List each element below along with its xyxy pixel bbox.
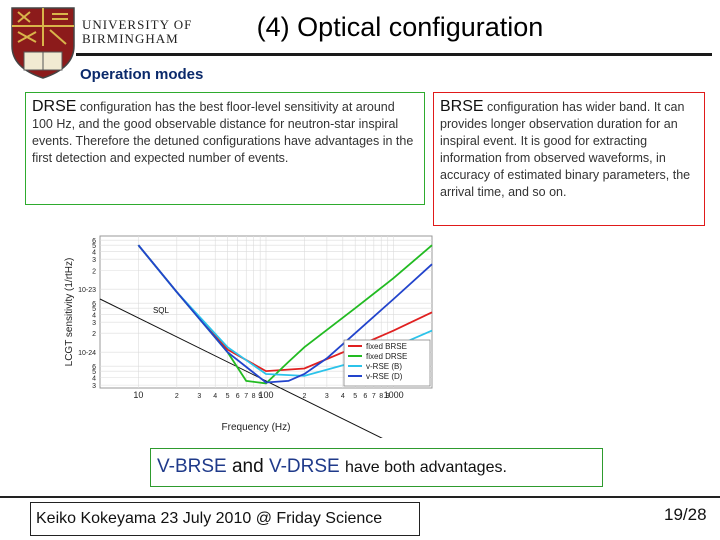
legend-label: v-RSE (B) [366,362,402,371]
university-crest-logo [11,7,75,79]
legend-label: v-RSE (D) [366,372,403,381]
sql-annotation: SQL [153,306,170,315]
y-tick-label: 10-24 [78,350,96,357]
x-tick-label: 6 [363,393,367,400]
series-line-sql [99,298,383,438]
series-line-v-rse-d- [137,244,433,384]
y-tick-label: 4 [92,312,96,319]
y-tick-label: 2 [92,331,96,338]
x-tick-label: 9 [386,393,390,400]
y-tick-label: 5 [92,369,96,376]
caption-vbrse: V-BRSE [157,456,227,477]
slide-title: (4) Optical configuration [256,12,544,42]
brse-label: BRSE [440,98,484,115]
y-tick-label: 3 [92,383,96,390]
y-tick-label: 10-23 [78,287,96,294]
university-name-line1: UNIVERSITY OF [82,17,193,32]
caption-vdrse: V-DRSE [268,456,340,477]
x-tick-label: 5 [353,393,357,400]
caption-rest: have both advantages. [345,459,507,476]
x-axis-label: Frequency (Hz) [222,422,291,433]
x-tick-label: 4 [213,393,217,400]
x-tick-label: 2 [302,393,306,400]
brse-description: configuration has wider band. It can pro… [440,100,691,199]
drse-description: configuration has the best floor-level s… [32,100,414,165]
x-tick-label: 100 [258,390,273,400]
x-tick-label: 8 [252,393,256,400]
y-tick-label: 5 [92,306,96,313]
footer-author-date: Keiko Kokeyama 23 July 2010 @ Friday Sci… [30,502,420,536]
x-tick-label: 1000 [384,390,404,400]
x-tick-label: 7 [244,393,248,400]
x-tick-label: 9 [258,393,262,400]
x-tick-label: 8 [379,393,383,400]
y-tick-label: 6 [92,301,96,308]
x-tick-label: 4 [341,393,345,400]
drse-label: DRSE [32,98,77,115]
y-tick-label: 4 [92,249,96,256]
x-tick-label: 2 [175,393,179,400]
x-tick-label: 7 [372,393,376,400]
y-tick-label: 3 [92,257,96,264]
legend-label: fixed BRSE [366,342,407,351]
y-axis-label: LCGT sensitivity (1/rtHz) [64,258,75,367]
x-tick-label: 3 [325,393,329,400]
footer-divider [0,496,720,498]
section-subtitle: Operation modes [80,66,204,83]
x-tick-label: 10 [133,390,143,400]
drse-description-box: DRSE configuration has the best floor-le… [25,92,425,205]
y-tick-label: 6 [92,238,96,245]
y-tick-label: 3 [92,320,96,327]
brse-description-box: BRSE configuration has wider band. It ca… [433,92,705,226]
x-tick-label: 6 [236,393,240,400]
y-tick-label: 2 [92,268,96,275]
x-tick-label: 5 [226,393,230,400]
x-tick-label: 3 [197,393,201,400]
conclusion-caption: V-BRSE and V-DRSE have both advantages. [150,448,603,487]
title-divider [76,53,712,56]
university-name-line2: BIRMINGHAM [82,31,179,46]
caption-and: and [231,456,264,477]
y-tick-label: 6 [92,364,96,371]
slide-number: 19/28 [664,505,707,524]
university-name: UNIVERSITY OF BIRMINGHAM [82,18,192,46]
legend-box [343,339,431,387]
y-tick-label: 4 [92,375,96,382]
y-tick-label: 5 [92,243,96,250]
legend-label: fixed DRSE [366,352,407,361]
